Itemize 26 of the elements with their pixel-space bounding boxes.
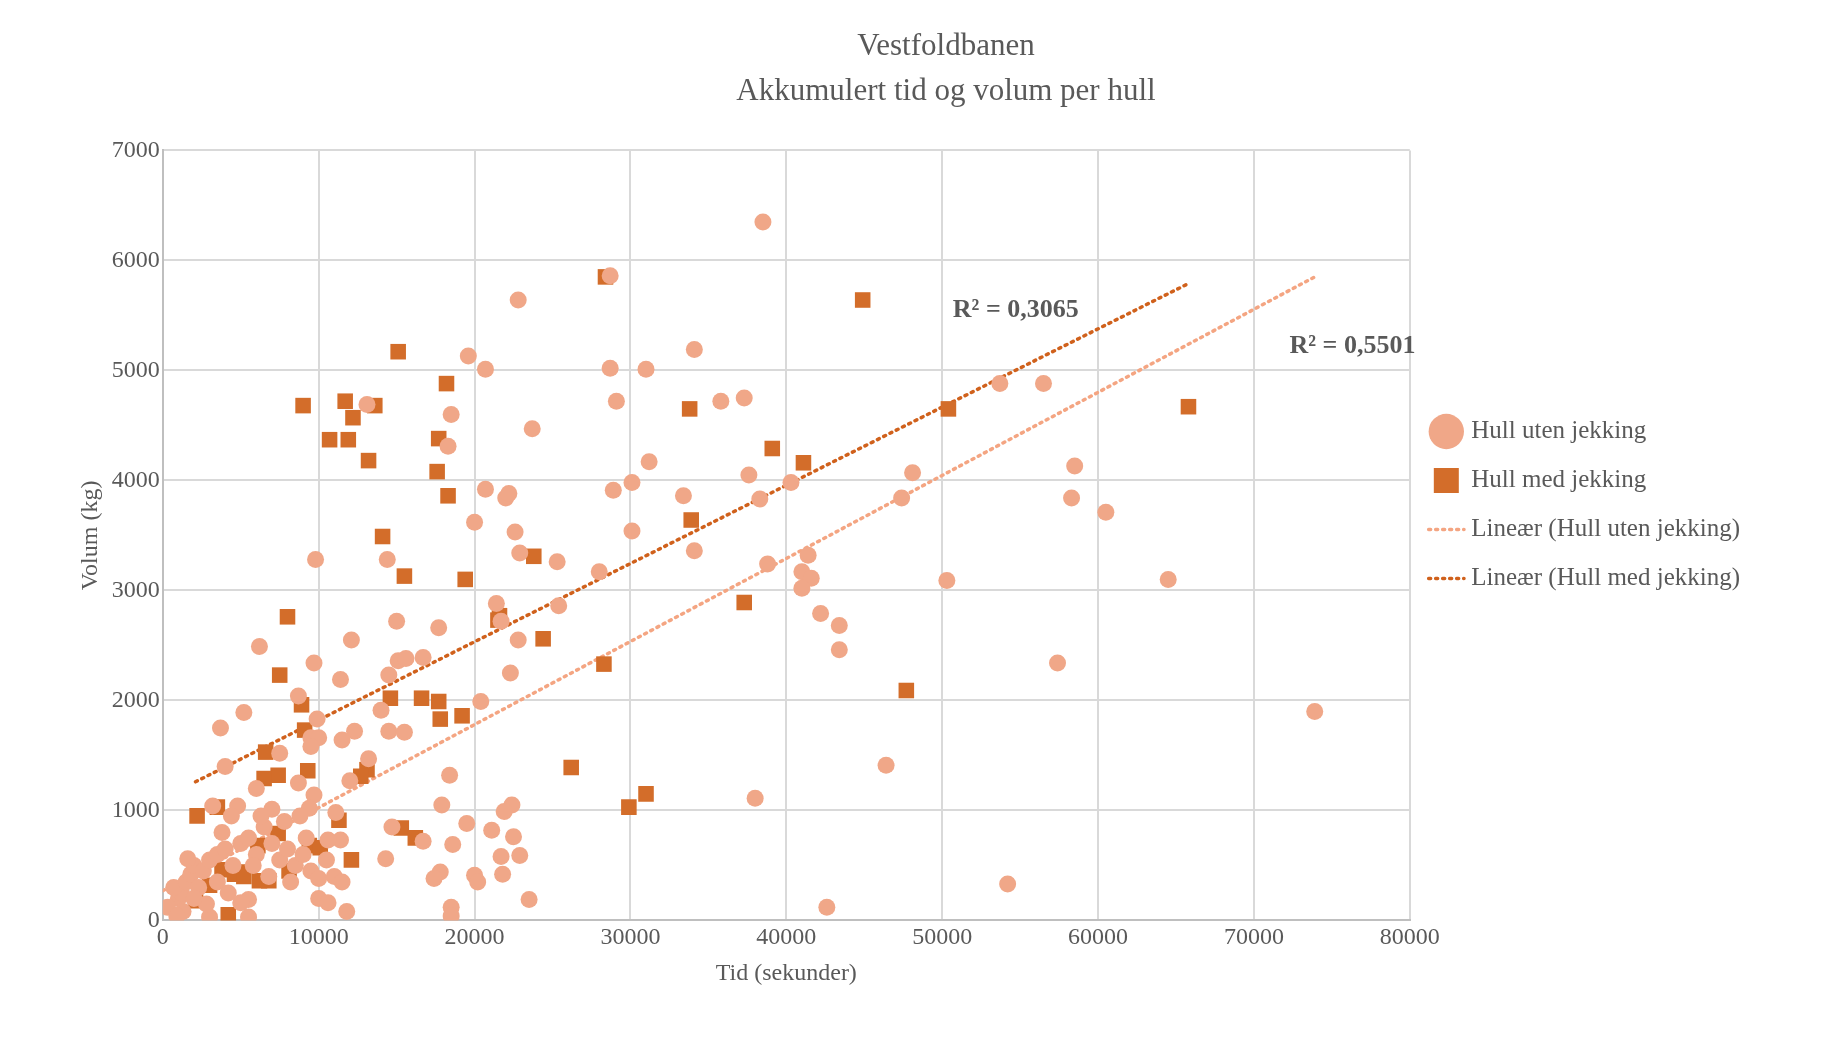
legend-label: Lineær (Hull uten jekking) (1471, 514, 1741, 543)
annotation: R² = 0,5501 (1289, 330, 1416, 360)
y-tick-label: 4000 (111, 465, 160, 492)
y-tick-label: 7000 (111, 135, 160, 162)
x-tick-label: 40000 (756, 923, 817, 950)
chart-subtitle: Akkumulert tid og volum per hull (736, 71, 1156, 107)
y-tick-label: 0 (147, 905, 160, 932)
y-tick-label: 5000 (111, 355, 160, 382)
legend-label: Lineær (Hull med jekking) (1471, 563, 1741, 592)
y-tick-label: 6000 (111, 245, 160, 272)
y-tick-label: 2000 (111, 685, 160, 712)
legend-label: Hull uten jekking (1471, 416, 1647, 444)
y-tick-label: 1000 (111, 795, 160, 822)
x-tick-label: 20000 (444, 923, 505, 950)
y-tick-label: 3000 (111, 575, 160, 602)
x-tick-label: 80000 (1379, 923, 1440, 950)
legend-label: Hull med jekking (1471, 465, 1647, 493)
annotation: R² = 0,3065 (952, 293, 1079, 323)
y-axis-title: Volum (kg) (75, 480, 102, 591)
x-tick-label: 30000 (600, 923, 661, 950)
x-tick-label: 50000 (912, 923, 973, 950)
x-tick-label: 70000 (1223, 923, 1284, 950)
chart-title: Vestfoldbanen (857, 26, 1036, 62)
x-tick-label: 60000 (1068, 923, 1129, 950)
x-axis-title: Tid (sekunder) (715, 958, 857, 985)
x-tick-label: 10000 (288, 923, 349, 950)
